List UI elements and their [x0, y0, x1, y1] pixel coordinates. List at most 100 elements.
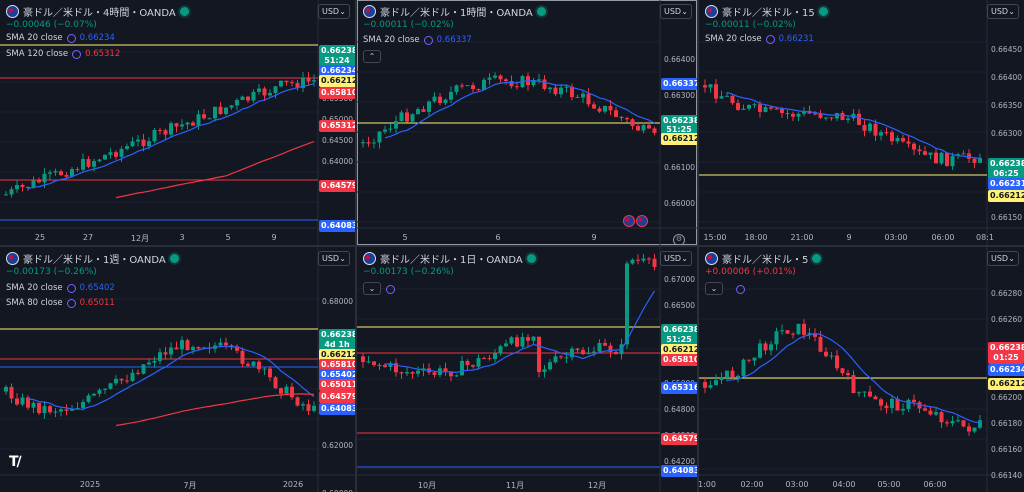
currency-select[interactable]: USD ⌄: [660, 251, 692, 266]
sma-line[interactable]: [726, 91, 981, 159]
indicator-settings-icon[interactable]: [423, 35, 433, 45]
candle-body: [597, 108, 602, 112]
candle-body: [86, 395, 91, 402]
sma-line[interactable]: [115, 393, 315, 427]
candle-body: [405, 372, 409, 374]
price-tag: 0.65312: [319, 120, 355, 132]
chart-canvas[interactable]: [357, 247, 697, 492]
candle-body: [213, 106, 217, 119]
candle-body: [758, 343, 762, 358]
sma-line[interactable]: [115, 140, 315, 199]
candle-body: [703, 85, 707, 88]
candle-body: [410, 114, 415, 122]
candle-body: [273, 377, 278, 389]
indicator-sma80[interactable]: SMA 80 close 0.65011: [6, 298, 115, 308]
candle-body: [818, 113, 823, 118]
candle-body: [42, 406, 47, 414]
indicator-settings-icon[interactable]: [736, 285, 745, 294]
indicator-settings-icon[interactable]: [66, 283, 76, 293]
price-change: −0.00011 (−0.02%): [363, 20, 454, 30]
candle-body: [312, 405, 316, 411]
collapse-indicators-button[interactable]: ⌃: [363, 50, 381, 63]
indicator-sma120[interactable]: SMA 120 close 0.65312: [6, 49, 120, 59]
candle-body: [608, 105, 613, 111]
candle-body: [471, 365, 475, 367]
symbol-header[interactable]: 豪ドル／米ドル・1日・OANDA: [363, 251, 536, 266]
symbol-header[interactable]: 豪ドル／米ドル・15: [705, 4, 828, 19]
indicator-settings-icon[interactable]: [66, 33, 76, 43]
chart-panel-5m[interactable]: 豪ドル／米ドル・5 +0.00006 (+0.01%) ⌄ USD ⌄ 0.662…: [699, 247, 1024, 492]
event-flag-icon[interactable]: [623, 215, 635, 227]
tradingview-logo-icon[interactable]: T∕: [9, 454, 22, 470]
candle-body: [763, 343, 768, 351]
symbol-header[interactable]: 豪ドル／米ドル・1時間・OANDA: [363, 4, 546, 19]
candle-body: [163, 130, 168, 135]
chevron-down-icon: ⌄: [339, 254, 346, 263]
economic-events[interactable]: [623, 215, 648, 227]
candle-body: [835, 112, 839, 119]
candle-body: [537, 336, 541, 373]
gear-icon[interactable]: ⚙: [673, 234, 685, 245]
sma-line[interactable]: [726, 332, 981, 424]
time-axis-tick: 2026: [282, 480, 304, 489]
candle-body: [708, 84, 713, 88]
symbol-header[interactable]: 豪ドル／米ドル・1週・OANDA: [6, 251, 179, 266]
event-flag-icon[interactable]: [636, 215, 648, 227]
candle-body: [884, 405, 889, 409]
chart-canvas[interactable]: [699, 0, 1024, 245]
time-axis-tick: 04:00: [832, 480, 856, 489]
sma-line[interactable]: [27, 345, 315, 410]
candle-body: [75, 169, 80, 171]
indicator-settings-icon[interactable]: [386, 285, 395, 294]
currency-select[interactable]: USD ⌄: [987, 4, 1019, 19]
candle-body: [312, 80, 316, 82]
chart-panel-1h[interactable]: 豪ドル／米ドル・1時間・OANDA −0.00011 (−0.02%) SMA …: [357, 0, 697, 245]
indicator-sma20[interactable]: SMA 20 close 0.65402: [6, 283, 115, 293]
currency-select[interactable]: USD ⌄: [987, 251, 1019, 266]
candle-body: [586, 93, 591, 105]
chart-canvas[interactable]: [699, 247, 1024, 492]
price-tag: 0.64083: [319, 403, 355, 415]
candle-body: [31, 402, 36, 408]
candle-body: [295, 397, 300, 406]
candle-body: [169, 123, 173, 135]
candle-body: [592, 351, 596, 353]
symbol-header[interactable]: 豪ドル／米ドル・5: [705, 251, 822, 266]
candle-body: [917, 149, 922, 152]
candle-body: [791, 333, 795, 335]
candle-body: [950, 155, 955, 167]
candle-body: [130, 372, 135, 382]
chart-panel-1d[interactable]: 豪ドル／米ドル・1日・OANDA −0.00173 (−0.26%) ⌄ USD…: [357, 247, 697, 492]
sma-line[interactable]: [27, 83, 315, 190]
symbol-header[interactable]: 豪ドル／米ドル・4時間・OANDA: [6, 4, 189, 19]
candle-body: [4, 194, 8, 196]
time-axis-tick: 3: [179, 233, 185, 242]
indicator-sma20[interactable]: SMA 20 close 0.66337: [363, 35, 472, 45]
candle-body: [857, 392, 861, 394]
chart-canvas[interactable]: [0, 247, 355, 492]
chart-panel-4h[interactable]: 豪ドル／米ドル・4時間・OANDA −0.00046 (−0.07%) SMA …: [0, 0, 355, 245]
chart-panel-1w[interactable]: 豪ドル／米ドル・1週・OANDA −0.00173 (−0.26%) SMA 2…: [0, 247, 355, 492]
currency-select[interactable]: USD ⌄: [318, 4, 350, 19]
sma-line[interactable]: [384, 80, 655, 139]
chart-panel-15m[interactable]: 豪ドル／米ドル・15 −0.00011 (−0.02%) SMA 20 clos…: [699, 0, 1024, 245]
time-axis-tick: 05:00: [877, 480, 901, 489]
chart-canvas[interactable]: [0, 0, 355, 245]
sma-line[interactable]: [384, 290, 656, 374]
expand-indicators-button[interactable]: ⌄: [705, 282, 723, 295]
candle-body: [730, 95, 735, 104]
currency-select[interactable]: USD ⌄: [660, 4, 692, 19]
candle-body: [103, 388, 107, 390]
candle-body: [119, 378, 124, 381]
indicator-settings-icon[interactable]: [66, 298, 76, 308]
chart-canvas[interactable]: [357, 0, 697, 245]
indicator-sma20[interactable]: SMA 20 close 0.66231: [705, 34, 814, 44]
candle-body: [961, 153, 966, 155]
expand-indicators-button[interactable]: ⌄: [363, 282, 381, 295]
candle-body: [564, 86, 569, 88]
indicator-settings-icon[interactable]: [72, 49, 82, 59]
currency-select[interactable]: USD ⌄: [318, 251, 350, 266]
indicator-sma20[interactable]: SMA 20 close 0.66234: [6, 33, 115, 43]
indicator-settings-icon[interactable]: [765, 34, 775, 44]
price-axis-tick: 0.66300: [991, 129, 1023, 138]
